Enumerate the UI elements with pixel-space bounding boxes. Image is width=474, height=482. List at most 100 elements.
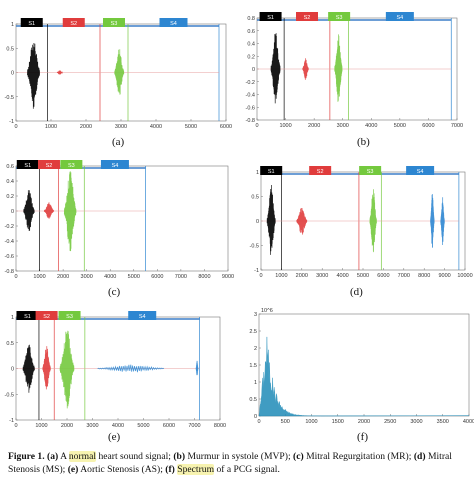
y-tick-label-e: 0 [11, 367, 14, 373]
x-tick-label-f: 0 [257, 419, 260, 425]
segment-tag-s2 [62, 18, 85, 27]
x-tick-label-f: 4000 [463, 419, 474, 425]
y-tick-label-f: 1.5 [249, 363, 257, 369]
segment-tag-s4 [159, 18, 188, 27]
panel-label-c: (c) [108, 286, 121, 298]
x-tick-label-c: 1000 [33, 274, 45, 280]
x-tick-label-f: 2500 [384, 419, 396, 425]
chart-f: 0 500 1000 1500 2000 2500 3000 3500 4000 3 2.5 2 1.5… [249, 308, 474, 425]
spectrum-area [258, 336, 470, 417]
segment-tag-label-s2: S2 [317, 169, 324, 175]
segment-tag-label-s2: S2 [43, 314, 50, 320]
segment-tag-label-s1: S1 [267, 15, 274, 21]
y-tick-label-c: -0.6 [5, 254, 14, 260]
chart-c: 0 1000 2000 3000 4000 5000 6000 7000 8000 9000 0.6… [5, 160, 234, 280]
segment-tag-s3 [60, 160, 83, 169]
y-tick-label-b: -0.6 [246, 105, 255, 111]
x-tick-label-d: 7000 [398, 273, 410, 279]
segment-tag-s1 [260, 166, 283, 175]
y-tick-label-e: 1 [11, 315, 14, 321]
y-tick-label-e: -1 [9, 418, 14, 424]
x-tick-label-c: 0 [14, 274, 17, 280]
x-tick-label-a: 3000 [115, 124, 127, 130]
burst-s1-0 [22, 344, 35, 393]
segment-tag-s4 [128, 311, 157, 320]
y-tick-label-f: 0.5 [249, 397, 257, 403]
caption-text-4: Mitral Regurgitation (MR); [303, 451, 412, 462]
x-tick-label-c: 5000 [128, 274, 140, 280]
burst-s2-1 [302, 58, 309, 80]
x-tick-label-c: 2000 [57, 274, 69, 280]
panel-label-e: (e) [108, 431, 121, 443]
y-tick-label-b: -0.4 [246, 93, 255, 99]
x-tick-label-d: 8000 [418, 273, 430, 279]
segment-tag-s1 [16, 311, 39, 320]
y-tick-label-c: 0.2 [6, 194, 14, 200]
caption-text-3: Murmur in systole (MVP); [185, 451, 294, 462]
segment-tag-s1 [259, 12, 282, 21]
figure-caption: Figure 1. (a) A normal heart sound signa… [8, 451, 470, 476]
segment-tag-label-s1: S1 [24, 163, 31, 169]
caption-text-1: A [58, 451, 69, 462]
y-tick-label-f: 2 [254, 346, 257, 352]
y-tick-label-d: 1 [256, 170, 259, 176]
x-tick-label-f: 2000 [358, 419, 370, 425]
x-tick-label-a: 1000 [45, 124, 57, 130]
burst-s1-0 [266, 184, 276, 255]
x-tick-label-b: 4000 [365, 123, 377, 129]
y-tick-label-b: 0.2 [247, 54, 255, 60]
x-tick-label-d: 2000 [296, 273, 308, 279]
segment-tag-s4 [406, 166, 435, 175]
segment-tag-s3 [328, 12, 351, 21]
caption-label-b: (b) [173, 451, 186, 462]
burst-s2-1 [43, 202, 55, 219]
x-tick-label-d: 4000 [336, 273, 348, 279]
segment-tag-s2 [296, 12, 318, 21]
x-tick-label-f: 3500 [437, 419, 449, 425]
plot-frame-f [258, 313, 470, 417]
burst-s3-2 [334, 34, 343, 102]
x-tick-label-e: 7000 [188, 423, 200, 429]
y-tick-label-a: -1 [9, 119, 14, 125]
x-tick-label-c: 7000 [175, 274, 187, 280]
caption-text-8: of a PCG signal. [214, 463, 280, 475]
chart-a: 0 1000 2000 3000 4000 5000 6000 1 0.5 0 -0.5 -1 S1 S2… [5, 18, 232, 130]
x-tick-label-e: 1000 [35, 423, 47, 429]
panel-e: 0 1000 2000 3000 4000 5000 6000 7000 8000 1 0.5 0 -0… [0, 302, 237, 448]
y-tick-label-c: 0.4 [6, 179, 14, 185]
caption-label-a: (a) [47, 451, 59, 462]
y-tick-label-b: -0.8 [246, 118, 255, 124]
y-tick-label-a: -0.5 [5, 95, 14, 101]
y-tick-label-b: 0.6 [247, 29, 255, 35]
x-tick-label-f: 1500 [332, 419, 344, 425]
caption-figure-number: Figure 1. [8, 451, 45, 462]
x-tick-label-c: 8000 [198, 274, 210, 280]
burst-s1-0 [27, 42, 40, 109]
caption-label-e: (e) [67, 463, 79, 475]
chart-d: 0 1000 2000 3000 4000 5000 6000 7000 8000 9000 100… [250, 166, 473, 279]
x-tick-label-c: 9000 [222, 274, 234, 280]
panel-f: 0 500 1000 1500 2000 2500 3000 3500 4000 3 2.5 2 1.5… [237, 302, 474, 448]
segment-tag-s2 [35, 311, 58, 320]
y-tick-label-f: 3 [254, 312, 257, 318]
panel-label-f: (f) [357, 431, 368, 443]
y-tick-label-f: 0 [254, 414, 257, 420]
y-tick-label-f: 1 [254, 380, 257, 386]
x-tick-label-a: 4000 [150, 124, 162, 130]
segment-tag-label-s1: S1 [28, 21, 35, 27]
burst-s3-2 [59, 330, 75, 409]
segment-tag-s1 [20, 18, 43, 27]
segment-tag-label-s3: S3 [367, 169, 374, 175]
segment-tag-s2 [309, 166, 332, 175]
y-tick-label-e: 0.5 [6, 341, 14, 347]
panel-b: 0 1000 2000 3000 4000 5000 6000 7000 0.8 0.6 0.4 0.… [237, 0, 474, 152]
x-tick-label-f: 3000 [410, 419, 422, 425]
x-tick-label-b: 6000 [422, 123, 434, 129]
caption-text-5: Mitral Stenosis (MS); [8, 451, 452, 475]
x-tick-label-c: 3000 [81, 274, 93, 280]
segment-tag-s4 [100, 160, 129, 169]
panel-d: 0 1000 2000 3000 4000 5000 6000 7000 8000 9000 100… [237, 152, 474, 302]
x-tick-label-b: 5000 [394, 123, 406, 129]
chart-e: 0 1000 2000 3000 4000 5000 6000 7000 8000 1 0.5 0 -0… [5, 311, 226, 429]
burst-s2-1 [296, 207, 308, 235]
